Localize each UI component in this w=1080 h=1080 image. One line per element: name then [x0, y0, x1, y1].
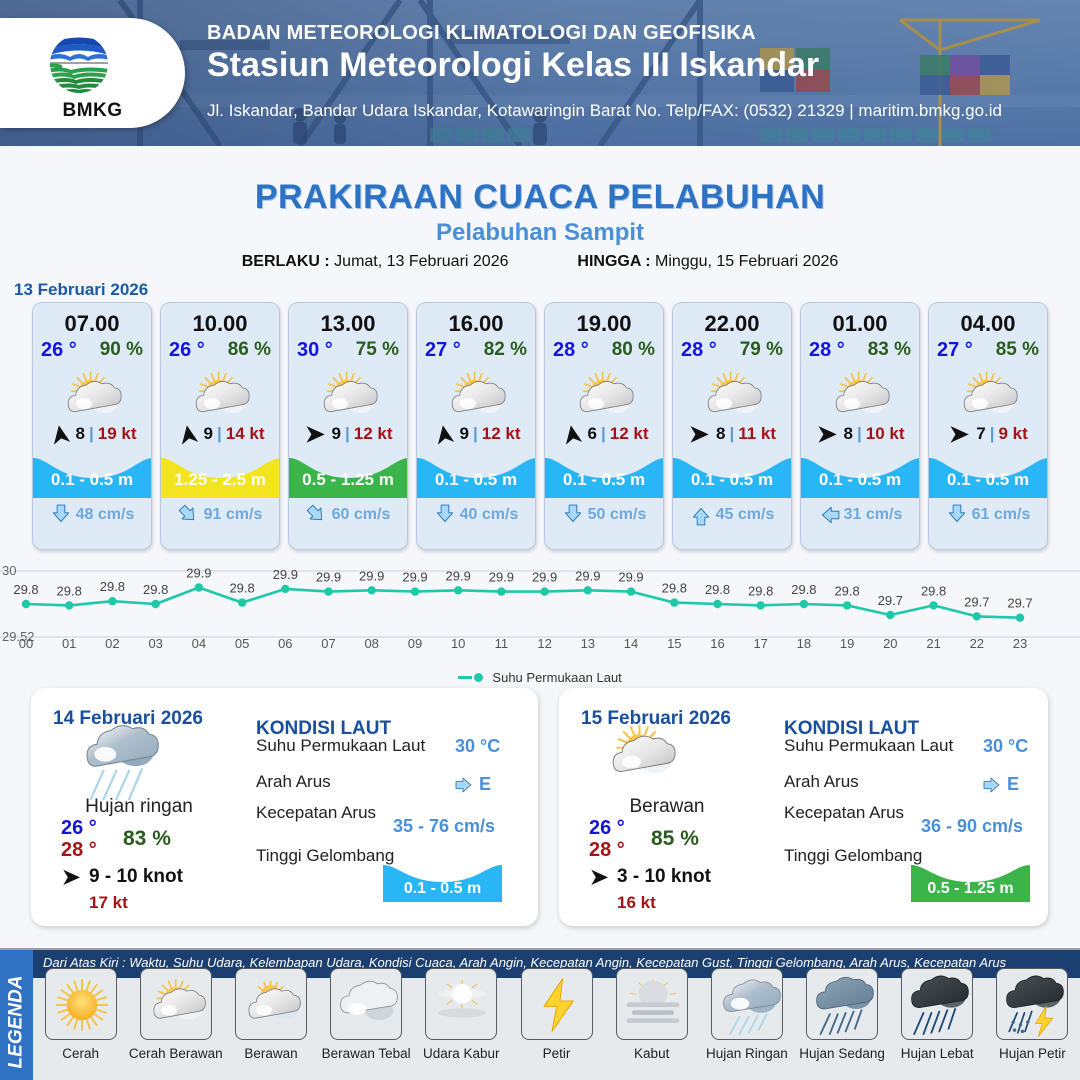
svg-text:23: 23	[1013, 636, 1027, 651]
svg-text:12: 12	[537, 636, 551, 651]
svg-text:05: 05	[235, 636, 249, 651]
svg-text:29.8: 29.8	[834, 583, 859, 598]
svg-text:29.9: 29.9	[532, 570, 557, 585]
svg-text:13: 13	[581, 636, 595, 651]
svg-text:29.8: 29.8	[143, 582, 168, 597]
svg-text:29.8: 29.8	[57, 583, 82, 598]
svg-text:18: 18	[797, 636, 811, 651]
svg-text:29.8: 29.8	[748, 583, 773, 598]
svg-text:29.8: 29.8	[13, 582, 38, 597]
svg-text:14: 14	[624, 636, 638, 651]
svg-text:30: 30	[2, 563, 16, 578]
svg-text:17: 17	[753, 636, 767, 651]
svg-text:16: 16	[710, 636, 724, 651]
svg-text:01: 01	[62, 636, 76, 651]
svg-text:20: 20	[883, 636, 897, 651]
svg-text:00: 00	[19, 636, 33, 651]
svg-text:04: 04	[192, 636, 206, 651]
svg-text:29.9: 29.9	[446, 568, 471, 583]
svg-text:29.9: 29.9	[489, 570, 514, 585]
svg-text:29.8: 29.8	[705, 582, 730, 597]
svg-text:19: 19	[840, 636, 854, 651]
svg-text:29.8: 29.8	[229, 581, 254, 596]
svg-text:07: 07	[321, 636, 335, 651]
svg-text:29.9: 29.9	[402, 570, 427, 585]
svg-text:29.8: 29.8	[662, 581, 687, 596]
svg-text:29.7: 29.7	[878, 593, 903, 608]
svg-text:29.7: 29.7	[964, 594, 989, 609]
svg-text:22: 22	[970, 636, 984, 651]
svg-text:03: 03	[148, 636, 162, 651]
svg-text:29.9: 29.9	[273, 567, 298, 582]
svg-text:10: 10	[451, 636, 465, 651]
svg-text:29.8: 29.8	[921, 583, 946, 598]
svg-text:08: 08	[364, 636, 378, 651]
svg-text:29.9: 29.9	[359, 568, 384, 583]
svg-text:29.9: 29.9	[575, 568, 600, 583]
svg-text:21: 21	[926, 636, 940, 651]
svg-text:15: 15	[667, 636, 681, 651]
svg-text:11: 11	[495, 636, 509, 651]
svg-text:29.8: 29.8	[100, 579, 125, 594]
svg-text:29.9: 29.9	[618, 570, 643, 585]
svg-text:09: 09	[408, 636, 422, 651]
svg-text:29.9: 29.9	[186, 566, 211, 581]
svg-text:06: 06	[278, 636, 292, 651]
svg-text:29.7: 29.7	[1007, 596, 1032, 611]
svg-text:02: 02	[105, 636, 119, 651]
svg-text:29.8: 29.8	[791, 582, 816, 597]
svg-text:29.9: 29.9	[316, 570, 341, 585]
